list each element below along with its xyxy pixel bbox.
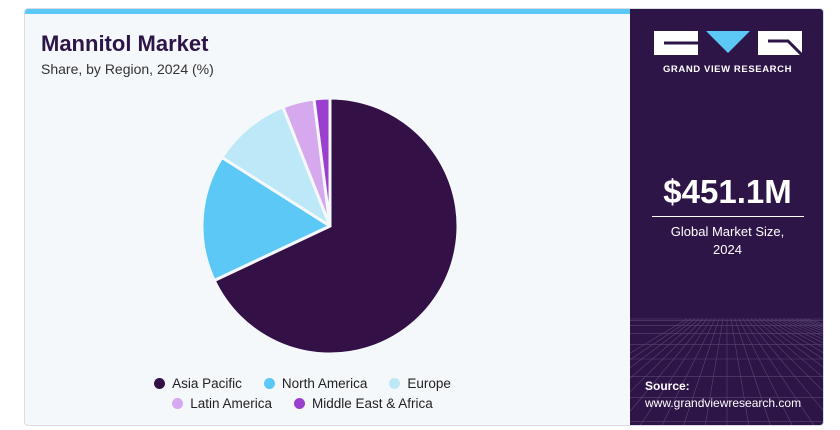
pie-slice-middle-east-africa — [312, 96, 332, 228]
pie-slice-asia-pacific — [212, 96, 460, 356]
legend-label-middle-east-africa: Middle East & Africa — [311, 395, 433, 411]
brand-logo — [654, 31, 802, 55]
legend-item-asia-pacific: Asia Pacific — [154, 376, 242, 391]
market-size-label-line2: 2024 — [713, 242, 742, 257]
source-link[interactable]: www.grandviewresearch.com — [645, 396, 802, 410]
pie-slice-north-america — [200, 155, 332, 282]
legend-label-north-america: North America — [281, 375, 368, 391]
decorative-grid — [630, 318, 823, 425]
legend-item-middle-east-africa: Middle East & Africa — [293, 395, 433, 411]
legend-dot-asia-pacific — [154, 377, 166, 389]
summary-panel: GRAND VIEW RESEARCH $451.1M Global Marke… — [630, 9, 823, 425]
legend-item-europe: Europe — [389, 376, 451, 391]
legend-label-asia-pacific: Asia Pacific — [172, 375, 242, 391]
legend-item-latin-america: Latin America — [172, 396, 272, 411]
brand-name: GRAND VIEW RESEARCH — [662, 64, 793, 75]
legend-dot-middle-east-africa — [293, 397, 305, 409]
market-size-label-line1: Global Market Size, — [670, 224, 785, 239]
pie-chart — [200, 96, 460, 356]
legend-item-north-america: North America — [263, 375, 368, 391]
divider — [652, 216, 804, 217]
market-size-value: $451.1M — [663, 173, 792, 210]
source-label: Source: — [645, 379, 690, 393]
market-size-label: Global Market Size, 2024 — [630, 223, 823, 259]
legend-label-europe: Europe — [407, 375, 451, 391]
market-card: Mannitol Market Share, by Region, 2024 (… — [24, 8, 824, 426]
chart-legend: Asia Pacific North America Europe Latin … — [25, 373, 630, 413]
legend-dot-north-america — [263, 377, 275, 389]
pie-slice-europe — [220, 105, 332, 228]
accent-bar — [25, 9, 630, 14]
legend-dot-latin-america — [172, 397, 184, 409]
legend-row-2: Latin America Middle East & Africa — [25, 393, 630, 413]
legend-dot-europe — [389, 377, 401, 389]
legend-label-latin-america: Latin America — [190, 395, 272, 411]
chart-title: Mannitol Market — [41, 31, 209, 56]
legend-row-1: Asia Pacific North America Europe — [25, 373, 630, 393]
chart-subtitle: Share, by Region, 2024 (%) — [41, 61, 214, 77]
chart-panel: Mannitol Market Share, by Region, 2024 (… — [25, 9, 630, 425]
